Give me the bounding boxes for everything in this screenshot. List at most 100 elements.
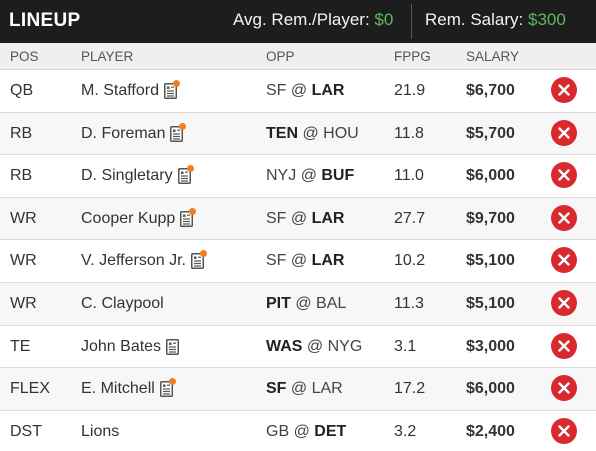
news-alert-dot — [186, 165, 194, 173]
fppg: 11.8 — [394, 124, 424, 142]
fppg: 27.7 — [394, 209, 426, 227]
matchup-separator: @ — [290, 82, 312, 99]
lineup-row: WR Cooper Kupp SF @ LAR 27.7 $9,700 — [0, 197, 596, 241]
position: FLEX — [10, 380, 51, 398]
matchup-separator: @ — [295, 294, 317, 312]
remove-player-icon[interactable] — [551, 375, 577, 402]
home-team: DET — [314, 422, 347, 440]
news-alert-dot — [189, 207, 197, 215]
news-alert-dot — [172, 80, 180, 87]
player-news-icon[interactable] — [166, 338, 180, 355]
lineup-header: LINEUP Avg. Rem./Player: $0 Rem. Salary:… — [0, 0, 596, 43]
fppg: 10.2 — [394, 252, 426, 270]
player-cell: Cooper Kupp — [81, 207, 197, 228]
remove-player-icon[interactable] — [551, 162, 577, 189]
matchup-separator: @ — [302, 124, 324, 142]
home-team: LAR — [311, 380, 343, 398]
matchup: PIT @ BAL — [266, 295, 346, 313]
column-header-row: POS PLAYER OPP FPPG SALARY — [0, 43, 596, 70]
player-name[interactable]: E. Mitchell — [81, 380, 155, 398]
player-name[interactable]: John Bates — [81, 337, 162, 355]
away-team: PIT — [266, 294, 291, 312]
lineup-row: RB D. Singletary NYJ @ BUF 11.0 $6,000 — [0, 155, 596, 198]
remove-player-button[interactable] — [551, 77, 577, 103]
remove-player-icon[interactable] — [551, 289, 577, 316]
player-name[interactable]: V. Jefferson Jr. — [81, 252, 186, 270]
remaining-salary-label: Rem. Salary: — [425, 10, 524, 29]
player-name[interactable]: D. Singletary — [81, 167, 173, 185]
salary: $5,100 — [466, 294, 515, 312]
remove-player-icon[interactable] — [551, 247, 577, 274]
column-header-player: PLAYER — [81, 49, 134, 64]
away-team: SF — [266, 252, 287, 270]
matchup: SF @ LAR — [266, 252, 344, 270]
player-news-icon[interactable] — [159, 378, 176, 398]
remove-player-button[interactable] — [551, 332, 577, 359]
lineup-row: DST Lions GB @ DET 3.2 $2,400 — [0, 411, 596, 451]
away-team: SF — [266, 209, 287, 227]
fppg: 11.3 — [394, 294, 424, 312]
remove-player-button[interactable] — [551, 289, 577, 316]
remove-player-button[interactable] — [551, 119, 577, 146]
header-divider — [411, 4, 412, 39]
player-news-icon[interactable] — [180, 207, 197, 227]
matchup: WAS @ NYG — [266, 338, 362, 356]
remove-player-icon[interactable] — [551, 77, 577, 103]
player-name[interactable]: C. Claypool — [81, 294, 164, 312]
player-cell: C. Claypool — [81, 295, 164, 313]
home-team: LAR — [311, 82, 345, 99]
away-team: NYJ — [266, 167, 297, 185]
away-team: TEN — [266, 124, 298, 142]
player-news-icon[interactable] — [177, 165, 194, 185]
column-header-salary: SALARY — [466, 49, 520, 64]
home-team: BUF — [321, 167, 355, 185]
matchup-separator: @ — [293, 422, 315, 440]
remove-player-button[interactable] — [551, 375, 577, 402]
column-header-pos: POS — [10, 49, 39, 64]
remove-player-icon[interactable] — [551, 119, 577, 146]
position: RB — [10, 124, 33, 142]
player-name[interactable]: D. Foreman — [81, 124, 166, 142]
matchup: NYJ @ BUF — [266, 167, 354, 185]
home-team: NYG — [327, 337, 363, 355]
lineup-row: WR V. Jefferson Jr. SF @ LAR 10.2 $5,10 — [0, 240, 596, 283]
position: QB — [10, 82, 34, 99]
remove-player-icon[interactable] — [551, 417, 577, 444]
position: WR — [10, 294, 37, 312]
remove-player-icon[interactable] — [551, 204, 577, 231]
fppg: 3.1 — [394, 337, 417, 355]
salary: $6,700 — [466, 82, 515, 99]
remove-player-button[interactable] — [551, 162, 577, 189]
remove-player-icon[interactable] — [551, 332, 577, 359]
avg-remaining-per-player: Avg. Rem./Player: $0 — [233, 10, 393, 30]
matchup: GB @ DET — [266, 423, 346, 441]
player-name[interactable]: M. Stafford — [81, 82, 159, 99]
player-news-icon[interactable] — [163, 80, 180, 99]
player-name[interactable]: Lions — [81, 422, 120, 440]
lineup-row: WR C. Claypool PIT @ BAL 11.3 $5,100 — [0, 282, 596, 326]
matchup: TEN @ HOU — [266, 125, 359, 143]
fppg: 21.9 — [394, 82, 426, 99]
lineup-row: FLEX E. Mitchell SF @ LAR 17.2 $6,000 — [0, 368, 596, 411]
player-cell: E. Mitchell — [81, 378, 176, 398]
avg-remaining-value: $0 — [374, 10, 394, 29]
remaining-salary: Rem. Salary: $300 — [425, 10, 566, 30]
player-name[interactable]: Cooper Kupp — [81, 209, 176, 227]
remove-player-button[interactable] — [551, 247, 577, 274]
salary: $5,100 — [466, 252, 515, 270]
player-news-icon[interactable] — [190, 250, 207, 270]
matchup: SF @ LAR — [266, 210, 344, 228]
matchup: SF @ LAR — [266, 82, 344, 100]
home-team: LAR — [311, 209, 345, 227]
position: RB — [10, 167, 33, 185]
remove-player-button[interactable] — [551, 204, 577, 231]
remove-player-button[interactable] — [551, 417, 577, 444]
player-cell: V. Jefferson Jr. — [81, 250, 207, 270]
salary: $9,700 — [466, 209, 515, 227]
position: TE — [10, 337, 31, 355]
player-news-icon[interactable] — [170, 122, 187, 142]
matchup-separator: @ — [290, 209, 312, 227]
matchup-separator: @ — [290, 252, 312, 270]
player-cell: M. Stafford — [81, 80, 180, 100]
salary: $5,700 — [466, 124, 515, 142]
